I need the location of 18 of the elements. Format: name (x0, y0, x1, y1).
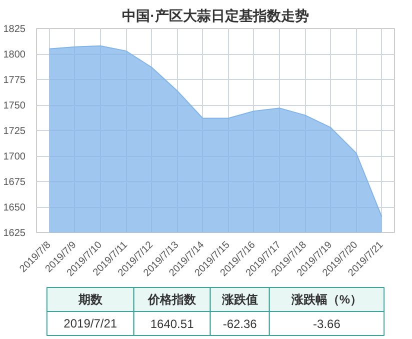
y-tick-label: 1775 (3, 75, 26, 86)
y-tick-label: 1675 (3, 177, 26, 188)
y-tick-label: 1700 (3, 152, 26, 162)
text: 价格指数 (147, 292, 198, 306)
text: -3.66 (313, 317, 341, 331)
y-tick-label: 1725 (3, 126, 26, 137)
y-tick-label: 1625 (3, 228, 26, 239)
text: 涨跌值 (220, 292, 258, 306)
text: 期数 (77, 292, 104, 306)
text: 1640.51 (150, 317, 194, 331)
y-tick-label: 1750 (3, 100, 26, 112)
y-tick-label: 1800 (3, 50, 26, 60)
text: -62.36 (222, 317, 258, 331)
y-tick-label: 1825 (3, 24, 26, 35)
chart-title: 中国·产区大蒜日定基指数走势 (122, 8, 309, 24)
text: 涨跌幅（%） (290, 292, 362, 306)
y-tick-label: 1650 (3, 202, 26, 214)
text: 2019/7/21 (64, 316, 118, 330)
